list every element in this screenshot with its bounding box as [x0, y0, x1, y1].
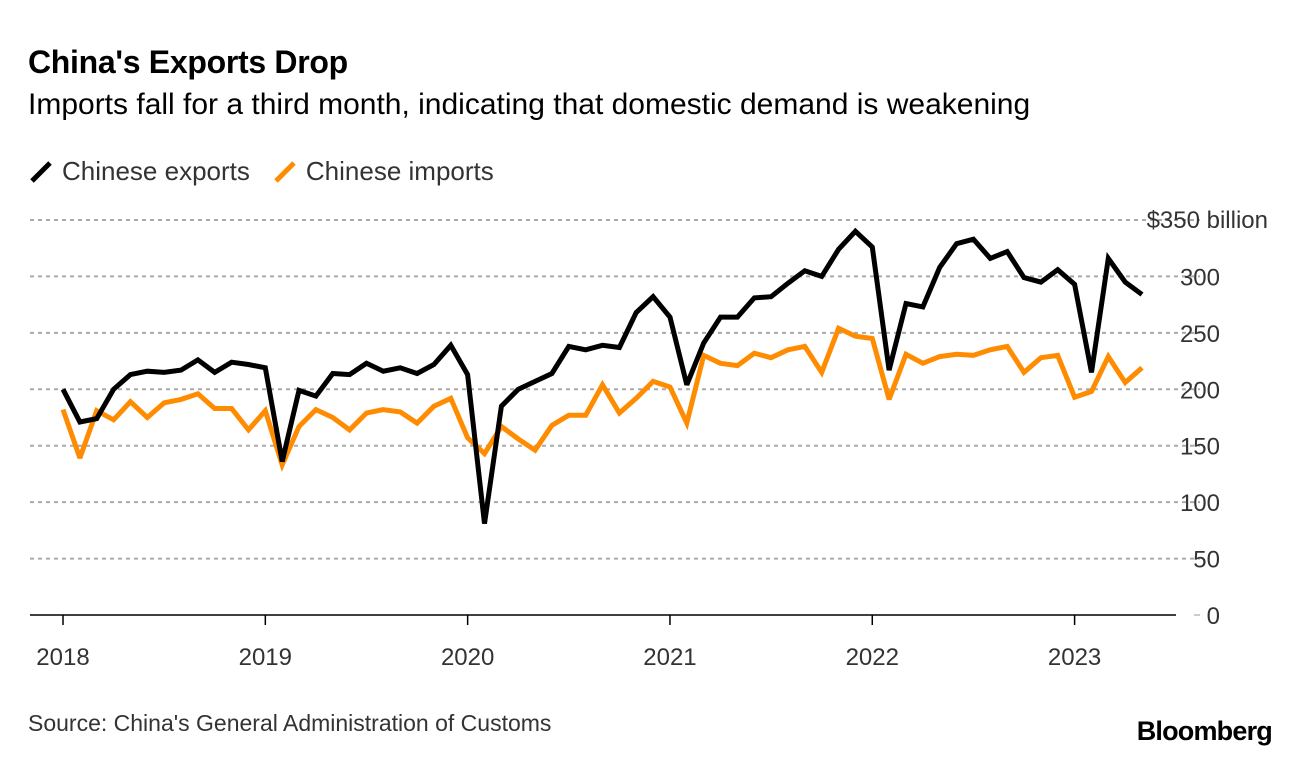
- legend-swatch-exports-icon: [30, 160, 52, 183]
- legend-label-exports: Chinese exports: [62, 156, 250, 186]
- y-tick-label: 250: [1180, 321, 1220, 348]
- chart-title: China's Exports Drop: [28, 44, 348, 80]
- y-tick-label: 0: [1207, 603, 1220, 630]
- legend: Chinese exports Chinese imports: [28, 156, 516, 187]
- source-note: Source: China's General Administration o…: [28, 710, 552, 736]
- x-tick-label: 2021: [643, 644, 696, 671]
- y-tick-label: 200: [1180, 377, 1220, 404]
- x-tick-label: 2018: [36, 644, 89, 671]
- x-tick-label: 2020: [441, 644, 494, 671]
- y-tick-label: 150: [1180, 434, 1220, 461]
- x-tick-label: 2019: [239, 644, 292, 671]
- series-line-chinese-exports: [60, 227, 1144, 524]
- legend-swatch-imports-icon: [274, 160, 296, 183]
- y-tick-label: 300: [1180, 264, 1220, 291]
- y-top-label: $350 billion: [1147, 207, 1268, 234]
- x-tick-label: 2022: [846, 644, 899, 671]
- legend-item-imports: Chinese imports: [272, 156, 494, 187]
- chart-subtitle: Imports fall for a third month, indicati…: [28, 88, 1031, 121]
- y-tick-label: 50: [1193, 547, 1220, 574]
- legend-label-imports: Chinese imports: [305, 156, 494, 186]
- legend-item-exports: Chinese exports: [28, 156, 250, 187]
- bloomberg-logo: Bloomberg: [1136, 716, 1273, 746]
- y-tick-label: 100: [1180, 490, 1220, 517]
- x-tick-label: 2023: [1048, 644, 1101, 671]
- series-line-chinese-imports: [60, 324, 1144, 473]
